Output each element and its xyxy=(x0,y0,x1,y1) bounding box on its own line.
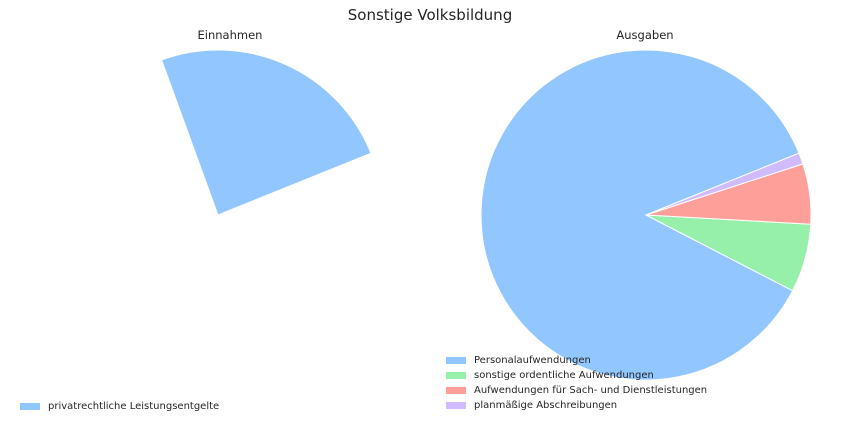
legend-item: sonstige ordentliche Aufwendungen xyxy=(446,368,707,383)
legend-item: Aufwendungen für Sach- und Dienstleistun… xyxy=(446,383,707,398)
legend-label: privatrechtliche Leistungsentgelte xyxy=(48,401,220,412)
legend-label: Aufwendungen für Sach- und Dienstleistun… xyxy=(474,385,708,396)
chart-title-einnahmen: Einnahmen xyxy=(198,28,263,42)
legend-swatch xyxy=(446,387,466,394)
pie-ausgaben xyxy=(480,49,812,381)
pie-slice-privatrechtliche-leistungsentgelte xyxy=(160,49,372,216)
chart-suptitle: Sonstige Volksbildung xyxy=(348,6,512,24)
legend-label: planmäßige Abschreibungen xyxy=(474,400,618,411)
legend-item: Personalaufwendungen xyxy=(446,353,707,368)
legend-item: privatrechtliche Leistungsentgelte xyxy=(20,399,219,414)
legend-swatch xyxy=(20,403,40,410)
legend-label: sonstige ordentliche Aufwendungen xyxy=(474,370,654,381)
chart-title-ausgaben: Ausgaben xyxy=(616,28,673,42)
pie-einnahmen xyxy=(160,49,372,216)
pie-slice-planmaessige-abschreibungen xyxy=(645,152,804,216)
legend-swatch xyxy=(446,357,466,364)
legend-einnahmen: privatrechtliche Leistungsentgelte xyxy=(20,399,219,414)
legend-ausgaben: Personalaufwendungen sonstige ordentliche… xyxy=(446,353,707,413)
legend-item: planmäßige Abschreibungen xyxy=(446,398,707,413)
legend-swatch xyxy=(446,372,466,379)
pie-slice-personalaufwendungen xyxy=(480,49,800,381)
legend-label: Personalaufwendungen xyxy=(474,355,591,366)
legend-swatch xyxy=(446,402,466,409)
